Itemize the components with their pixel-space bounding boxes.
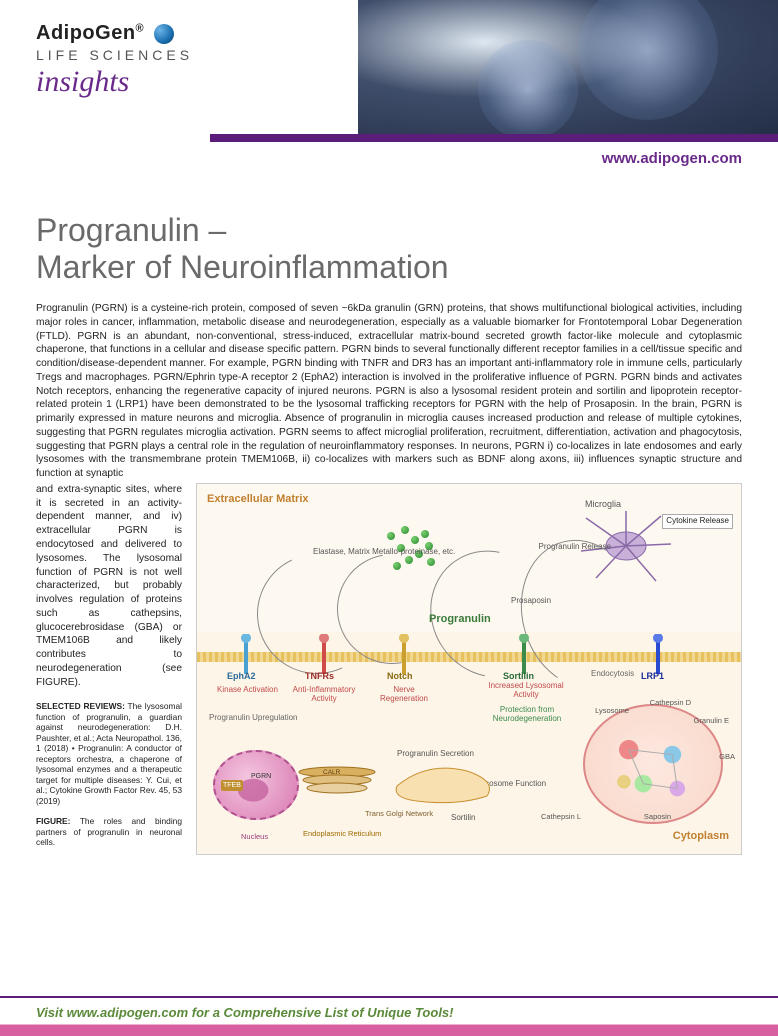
reviews-label: SELECTED REVIEWS: bbox=[36, 701, 125, 711]
figure-caption: FIGURE: The roles and binding partners o… bbox=[36, 816, 182, 846]
title-line1: Progranulin – bbox=[36, 212, 226, 248]
title-line2: Marker of Neuroinflammation bbox=[36, 249, 449, 285]
granulin-e-label: Granulin E bbox=[694, 716, 729, 726]
notch-effect: Nerve Regeneration bbox=[369, 686, 439, 704]
progranulin-center-label: Progranulin bbox=[429, 612, 491, 627]
ecm-label: Extracellular Matrix bbox=[207, 492, 309, 507]
epha2-effect: Kinase Activation bbox=[217, 686, 278, 695]
sortilin-small-label: Sortilin bbox=[451, 813, 475, 824]
website-url: www.adipogen.com bbox=[602, 150, 742, 167]
cytokine-release-label: Cytokine Release bbox=[662, 514, 733, 529]
calr-label: CALR bbox=[323, 769, 340, 778]
er-label: Endoplasmic Reticulum bbox=[303, 830, 381, 838]
main-paragraph: Progranulin (PGRN) is a cysteine-rich pr… bbox=[36, 302, 742, 481]
article-body: Progranulin (PGRN) is a cysteine-rich pr… bbox=[36, 302, 742, 855]
logo-sphere-icon bbox=[154, 24, 174, 44]
lrp1-effect: Endocytosis bbox=[591, 670, 634, 679]
pathway-diagram: Extracellular Matrix Cytoplasm Microglia… bbox=[196, 483, 742, 855]
lrp1-label: LRP1 bbox=[641, 670, 664, 682]
footer-text: Visit www.adipogen.com for a Comprehensi… bbox=[36, 1005, 454, 1020]
sortilin-effect: Increased Lysosomal Activity bbox=[481, 682, 571, 700]
tfeb-label: TFEB bbox=[221, 780, 243, 791]
wrap-paragraph: and extra-synaptic sites, where it is se… bbox=[36, 484, 182, 688]
secretory-vesicle bbox=[387, 756, 507, 806]
receptor-tnfrs bbox=[315, 634, 333, 674]
receptor-sortilin bbox=[515, 634, 533, 674]
brand-name-text: AdipoGen bbox=[36, 22, 136, 44]
sortilin-note: Protection from Neurodegeneration bbox=[487, 706, 567, 724]
tnfrs-label: TNFRs bbox=[305, 670, 334, 682]
receptor-epha2 bbox=[237, 634, 255, 674]
brand-subline: LIFE SCIENCES bbox=[36, 47, 193, 63]
nucleus-label: Nucleus bbox=[241, 832, 268, 842]
cathepsin-l-label: Cathepsin L bbox=[541, 812, 581, 822]
article-title: Progranulin – Marker of Neuroinflammatio… bbox=[36, 212, 742, 286]
brand-series: insights bbox=[36, 65, 193, 99]
cathepsin-d-label: Cathepsin D bbox=[650, 698, 691, 708]
left-wrap-column: and extra-synaptic sites, where it is se… bbox=[36, 483, 182, 855]
registered-mark: ® bbox=[136, 22, 145, 34]
receptor-lrp1 bbox=[649, 634, 667, 674]
pgrn-nucleus-label: PGRN bbox=[251, 772, 271, 781]
reviews-text: The lysosomal function of progranulin, a… bbox=[36, 701, 182, 806]
receptor-notch bbox=[395, 634, 413, 674]
gba-label: GBA bbox=[719, 752, 735, 762]
notch-label: Notch bbox=[387, 670, 413, 682]
epha2-label: EphA2 bbox=[227, 670, 256, 682]
saposin-label: Saposin bbox=[644, 812, 671, 822]
header-neuron-bg bbox=[358, 0, 778, 140]
selected-reviews: SELECTED REVIEWS: The lysosomal function… bbox=[36, 701, 182, 806]
footer: Visit www.adipogen.com for a Comprehensi… bbox=[0, 996, 778, 1036]
tnfrs-effect: Anti-Inflammatory Activity bbox=[289, 686, 359, 704]
header-divider bbox=[210, 134, 778, 142]
brand-logo: AdipoGen® LIFE SCIENCES insights bbox=[36, 22, 193, 99]
epha2-note: Progranulin Upregulation bbox=[209, 714, 298, 723]
nucleus: TFEB PGRN bbox=[213, 750, 299, 820]
tgn-label: Trans Golgi Network bbox=[365, 810, 433, 818]
prosaposin-label: Prosaposin bbox=[511, 596, 551, 607]
figure-caption-label: FIGURE: bbox=[36, 816, 70, 826]
lysosome-label: Lysosome bbox=[595, 706, 629, 716]
brand-name: AdipoGen® bbox=[36, 22, 193, 45]
cytoplasm-label: Cytoplasm bbox=[673, 829, 729, 844]
